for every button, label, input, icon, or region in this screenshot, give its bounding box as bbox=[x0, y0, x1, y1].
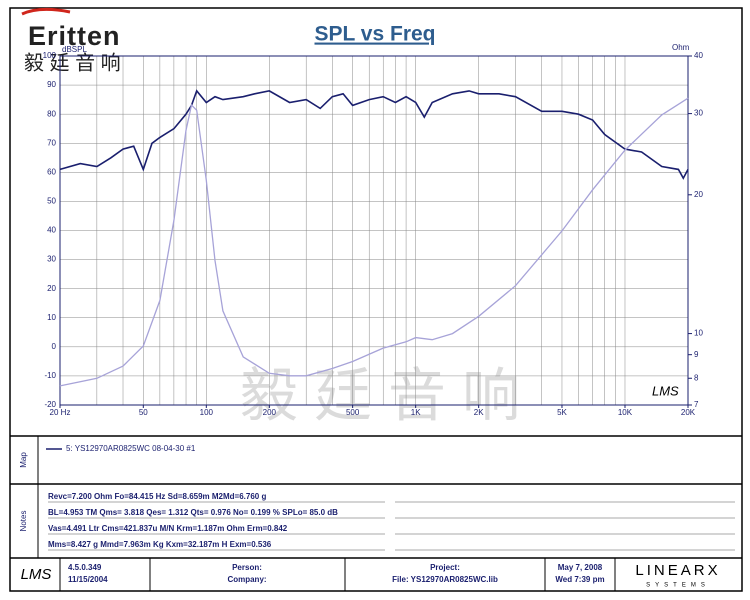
x-tick-label: 200 bbox=[263, 408, 277, 417]
y-tick-label: 30 bbox=[47, 255, 56, 264]
outer-frame bbox=[9, 7, 743, 592]
y-tick-label: 70 bbox=[47, 138, 56, 147]
y2-axis-label: Ohm bbox=[672, 43, 690, 52]
note-line: Vas=4.491 Ltr Cms=421.837u M/N Krm=1.187… bbox=[48, 524, 288, 533]
y-axis-label: dBSPL bbox=[62, 45, 87, 54]
y2-tick-label: 20 bbox=[694, 190, 703, 199]
y-tick-label: 50 bbox=[47, 197, 56, 206]
y-tick-label: 40 bbox=[47, 226, 56, 235]
series-line bbox=[59, 97, 689, 387]
x-tick-label: 1K bbox=[411, 408, 421, 417]
x-tick-label: 10K bbox=[618, 408, 633, 417]
map-label: Map bbox=[19, 452, 28, 468]
y2-tick-label: 9 bbox=[694, 350, 699, 359]
y-tick-label: 100 bbox=[43, 51, 57, 60]
file: File: YS12970AR0825WC.lib bbox=[392, 575, 498, 584]
y-tick-label: 20 bbox=[47, 284, 56, 293]
brand: LINEARX bbox=[635, 562, 720, 579]
plot-frame bbox=[59, 55, 689, 406]
x-tick-label: 100 bbox=[200, 408, 214, 417]
legend-entry: 5: YS12970AR0825WC 08-04-30 #1 bbox=[66, 444, 196, 453]
y-tick-label: -10 bbox=[44, 371, 56, 380]
y-tick-label: 80 bbox=[47, 109, 56, 118]
y-tick-label: 90 bbox=[47, 80, 56, 89]
note-line: Revc=7.200 Ohm Fo=84.415 Hz Sd=8.659m M2… bbox=[48, 492, 266, 501]
version: 4.5.0.349 bbox=[68, 563, 102, 572]
person: Person: bbox=[232, 563, 262, 572]
y2-tick-label: 30 bbox=[694, 109, 703, 118]
notes-label: Notes bbox=[19, 511, 28, 532]
y2-tick-label: 10 bbox=[694, 329, 703, 338]
y-tick-label: 10 bbox=[47, 313, 56, 322]
project: Project: bbox=[430, 563, 460, 572]
x-tick-label: 20K bbox=[681, 408, 696, 417]
brand-sub: SYSTEMS bbox=[646, 583, 710, 589]
y-tick-label: 60 bbox=[47, 167, 56, 176]
x-tick-label: 50 bbox=[139, 408, 148, 417]
logo-swoosh bbox=[21, 7, 71, 16]
y-tick-label: 0 bbox=[52, 342, 57, 351]
y2-tick-label: 7 bbox=[694, 400, 699, 409]
note-line: BL=4.953 TM Qms= 3.818 Qes= 1.312 Qts= 0… bbox=[48, 508, 338, 517]
y2-tick-label: 40 bbox=[694, 51, 703, 60]
chart-title: SPL vs Freq bbox=[315, 23, 436, 46]
brand-cn: 毅 廷 音 响 bbox=[24, 51, 121, 74]
watermark: 毅 廷 音 响 bbox=[240, 363, 520, 428]
time: Wed 7:39 pm bbox=[555, 575, 604, 584]
company: Company: bbox=[227, 575, 266, 584]
date: May 7, 2008 bbox=[558, 563, 603, 572]
logo: Eritten bbox=[28, 21, 121, 51]
plot-logo: LMS bbox=[652, 383, 679, 398]
series-line bbox=[59, 89, 689, 180]
x-tick-label: 5K bbox=[557, 408, 567, 417]
x-tick-label: 20 Hz bbox=[50, 408, 71, 417]
y-tick-label: -20 bbox=[44, 400, 56, 409]
x-tick-label: 2K bbox=[474, 408, 484, 417]
note-line: Mms=8.427 g Mmd=7.963m Kg Kxm=32.187m H … bbox=[48, 540, 272, 549]
footer-logo: LMS bbox=[21, 566, 52, 583]
build-date: 11/15/2004 bbox=[68, 575, 108, 584]
x-tick-label: 500 bbox=[346, 408, 360, 417]
y2-tick-label: 8 bbox=[694, 373, 699, 382]
